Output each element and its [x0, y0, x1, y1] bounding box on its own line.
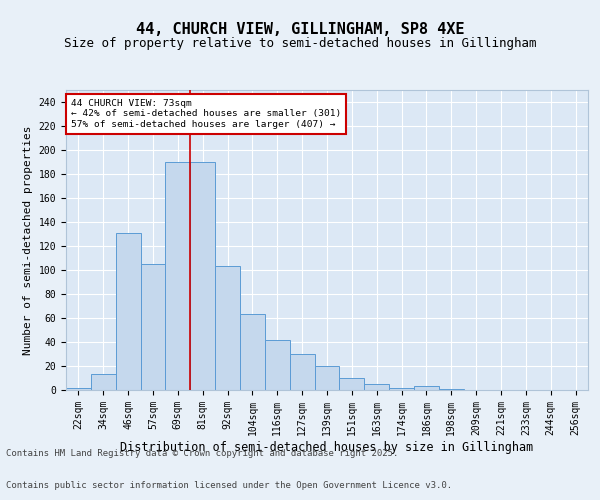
Bar — [364, 384, 389, 390]
Bar — [314, 366, 340, 390]
Text: Size of property relative to semi-detached houses in Gillingham: Size of property relative to semi-detach… — [64, 38, 536, 51]
Bar — [414, 386, 439, 390]
Bar — [215, 266, 240, 390]
X-axis label: Distribution of semi-detached houses by size in Gillingham: Distribution of semi-detached houses by … — [121, 440, 533, 454]
Bar — [116, 233, 140, 390]
Bar — [265, 340, 290, 390]
Text: Contains HM Land Registry data © Crown copyright and database right 2025.: Contains HM Land Registry data © Crown c… — [6, 448, 398, 458]
Text: Contains public sector information licensed under the Open Government Licence v3: Contains public sector information licen… — [6, 481, 452, 490]
Bar — [389, 388, 414, 390]
Bar — [166, 162, 190, 390]
Bar — [340, 378, 364, 390]
Text: 44 CHURCH VIEW: 73sqm
← 42% of semi-detached houses are smaller (301)
57% of sem: 44 CHURCH VIEW: 73sqm ← 42% of semi-deta… — [71, 99, 341, 129]
Bar — [140, 264, 166, 390]
Bar — [190, 162, 215, 390]
Bar — [240, 314, 265, 390]
Bar — [91, 374, 116, 390]
Text: 44, CHURCH VIEW, GILLINGHAM, SP8 4XE: 44, CHURCH VIEW, GILLINGHAM, SP8 4XE — [136, 22, 464, 38]
Y-axis label: Number of semi-detached properties: Number of semi-detached properties — [23, 125, 33, 355]
Bar — [439, 389, 464, 390]
Bar — [290, 354, 314, 390]
Bar — [66, 388, 91, 390]
